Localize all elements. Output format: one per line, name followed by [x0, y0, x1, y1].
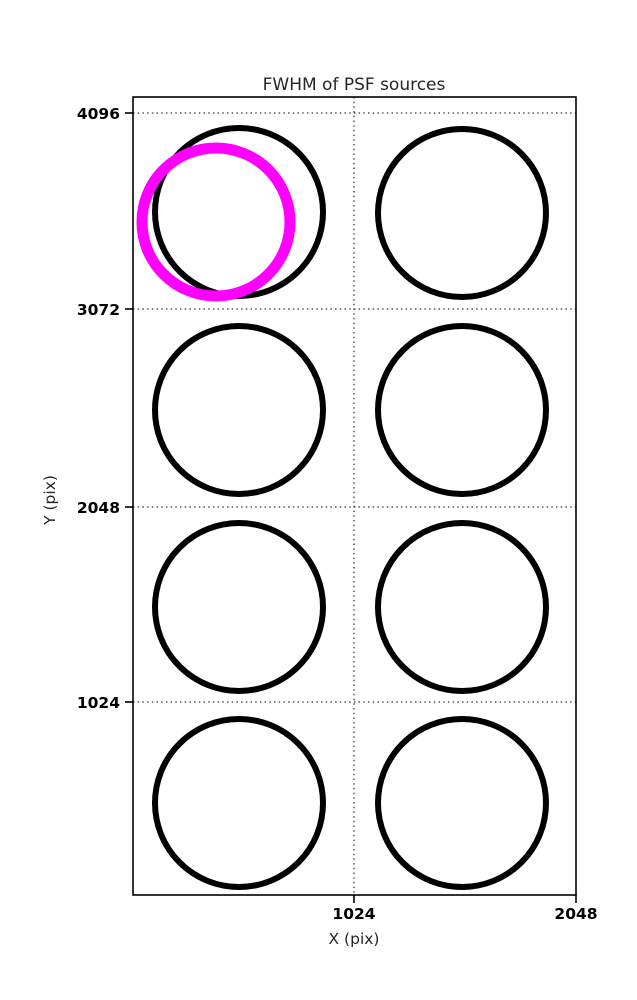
- x-tick-label-2048: 2048: [554, 905, 597, 923]
- psf-source-marker: [375, 716, 549, 890]
- psf-source-marker: [152, 323, 326, 497]
- x-axis-title: X (pix): [329, 930, 380, 948]
- highlighted-source-marker: [136, 142, 296, 302]
- x-axis-ticks: [353, 895, 577, 903]
- highlighted-source-markers: [136, 142, 296, 302]
- y-axis-title: Y (pix): [41, 475, 59, 526]
- psf-source-marker: [152, 520, 326, 694]
- x-tick-label-1024: 1024: [332, 905, 375, 923]
- psf-source-marker: [152, 716, 326, 890]
- chart-title: FWHM of PSF sources: [263, 75, 446, 95]
- psf-source-marker: [375, 323, 549, 497]
- y-tick-label-3072: 3072: [77, 301, 120, 319]
- psf-source-marker: [375, 126, 549, 300]
- psf-source-marker: [375, 520, 549, 694]
- y-tick-label-2048: 2048: [77, 499, 120, 517]
- y-tick-label-4096: 4096: [77, 105, 120, 123]
- psf-source-markers: [152, 125, 549, 890]
- y-axis-ticks: [125, 112, 133, 703]
- y-tick-label-1024: 1024: [77, 694, 120, 712]
